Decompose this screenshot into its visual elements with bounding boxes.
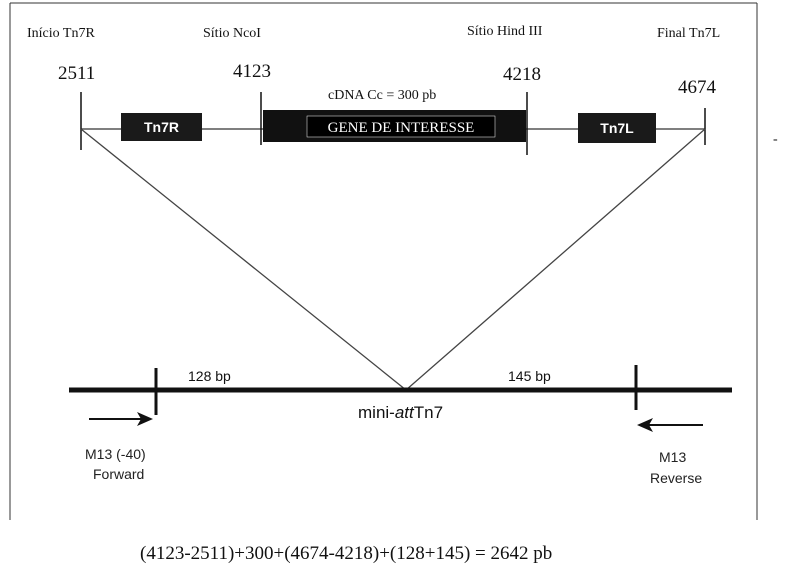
mini-prefix: mini-	[358, 403, 395, 422]
position-2511: 2511	[58, 63, 95, 84]
forward-arrow-head-icon	[137, 412, 153, 426]
label-sitio-ncoi: Sítio NcoI	[203, 26, 261, 41]
gene-label: GENE DE INTERESSE	[328, 120, 475, 136]
tn7l-box	[578, 113, 656, 143]
size-formula: (4123-2511)+300+(4674-4218)+(128+145) = …	[140, 543, 552, 564]
tn7l-label: Tn7L	[600, 120, 634, 136]
mini-atttn7-label: mini-attTn7	[358, 403, 443, 422]
gene-label-background	[306, 115, 496, 138]
tn7r-box	[121, 113, 202, 141]
cdna-size-label: cDNA Cc = 300 pb	[328, 88, 436, 103]
att-italic: att	[395, 403, 415, 422]
forward-primer-direction: Forward	[93, 466, 144, 482]
forward-primer-name: M13 (-40)	[85, 446, 146, 462]
reverse-primer-direction: Reverse	[650, 470, 702, 486]
stray-mark: -	[773, 132, 778, 147]
reverse-primer-name: M13	[659, 449, 686, 465]
label-inicio-tn7r: Início Tn7R	[27, 26, 95, 41]
tn7r-label: Tn7R	[144, 119, 179, 135]
position-4218: 4218	[503, 64, 541, 85]
insertion-line-right	[405, 128, 706, 391]
label-sitio-hindiii: Sítio Hind III	[467, 24, 543, 39]
position-4123: 4123	[233, 61, 271, 82]
reverse-arrow-head-icon	[637, 418, 653, 432]
position-4674: 4674	[678, 77, 717, 98]
insertion-line-left	[80, 128, 407, 391]
right-bp-label: 145 bp	[508, 368, 551, 384]
tn7-suffix: Tn7	[414, 403, 443, 422]
left-bp-label: 128 bp	[188, 368, 231, 384]
label-final-tn7l: Final Tn7L	[657, 26, 720, 41]
